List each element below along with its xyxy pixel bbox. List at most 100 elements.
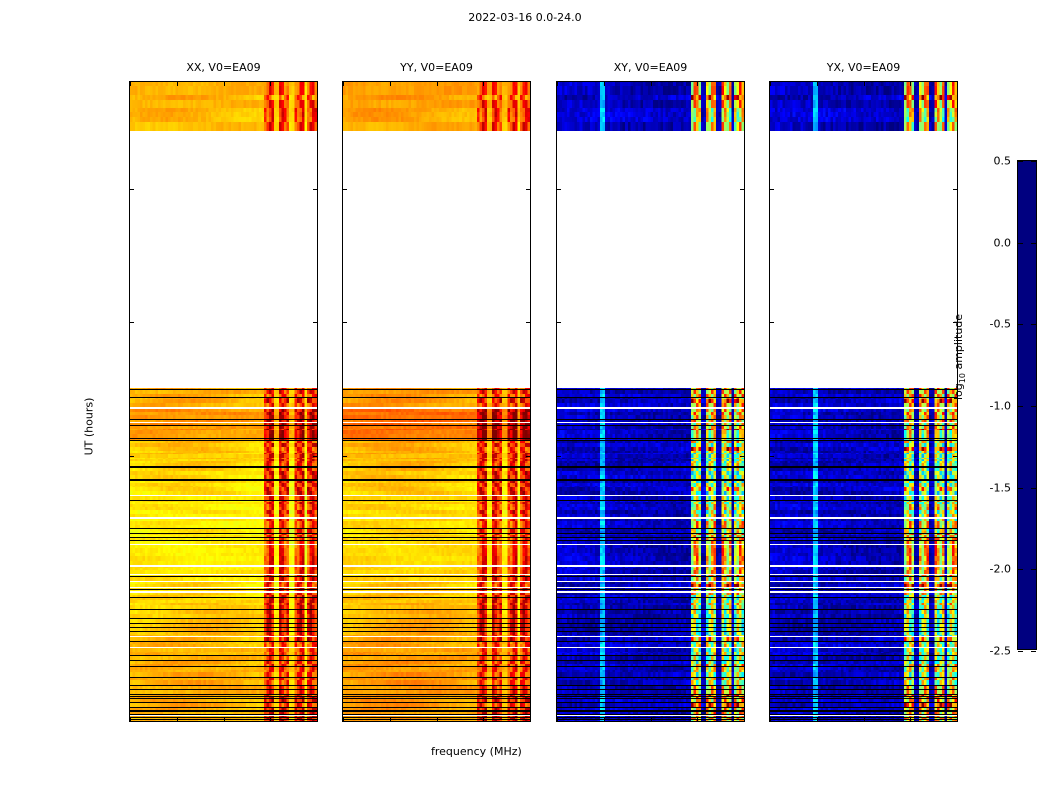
- heatmap-scan-row: [557, 409, 744, 412]
- heatmap-scan-row: [770, 459, 957, 461]
- heatmap-scan-row: [557, 525, 744, 528]
- heatmap-flagged-row: [770, 698, 957, 700]
- heatmap-flagged-row: [130, 641, 317, 642]
- x-axis-tick: [957, 82, 958, 86]
- heatmap-scan-row: [770, 715, 957, 718]
- heatmap-scan-row: [130, 544, 317, 549]
- colorbar-tick: [1031, 487, 1036, 489]
- panel-title-yx: YX, V0=EA09: [826, 61, 901, 74]
- heatmap-gap-row: [130, 586, 317, 589]
- heatmap-flagged-row: [343, 627, 530, 629]
- heatmap-scan-row: [130, 409, 317, 412]
- colorbar-tick: [1018, 161, 1023, 162]
- heatmap-scan-row: [130, 490, 317, 496]
- heatmap-scan-row: [343, 99, 530, 109]
- heatmap-scan-row: [770, 446, 957, 451]
- x-axis-tick: [483, 721, 484, 722]
- heatmap-flagged-row: [770, 527, 957, 529]
- heatmap-gap-row: [557, 495, 744, 497]
- heatmap-scan-row: [130, 664, 317, 666]
- heatmap-scan-row: [557, 403, 744, 407]
- y-axis-tick: [313, 455, 317, 457]
- heatmap-flagged-row: [343, 655, 530, 657]
- heatmap-flagged-row: [557, 419, 744, 420]
- heatmap-flagged-row: [130, 693, 317, 695]
- heatmap-scan-row: [130, 711, 317, 715]
- heatmap-scan-row: [130, 117, 317, 123]
- heatmap-scan-row: [770, 664, 957, 666]
- colorbar[interactable]: 0.5 0.0 -0.5 -1.0 -1.5 -2.0 -2.5: [990, 155, 1037, 658]
- x-axis-tick: [483, 82, 485, 86]
- heatmap-scan-row: [130, 614, 317, 618]
- heatmap-scan-row: [557, 702, 744, 708]
- heatmap-scan-row: [557, 419, 744, 423]
- x-axis-tick: [863, 717, 865, 721]
- heatmap-scan-row: [343, 397, 530, 399]
- heatmap-flagged-row: [770, 623, 957, 624]
- heatmap-scan-row: [130, 552, 317, 557]
- heatmap-scan-row: [130, 509, 317, 515]
- heatmap-scan-row: [770, 95, 957, 100]
- heatmap-scan-row: [557, 429, 744, 431]
- heatmap-scan-row: [130, 460, 317, 464]
- heatmap-scan-row: [130, 500, 317, 503]
- heatmap-scan-row: [343, 458, 530, 460]
- heatmap-scan-row: [343, 502, 530, 505]
- heatmap-scan-row: [130, 653, 317, 656]
- heatmap-gap-row: [557, 580, 744, 583]
- heatmap-scan-row: [557, 548, 744, 553]
- heatmap-scan-row: [343, 641, 530, 645]
- heatmap-scan-row: [343, 483, 530, 486]
- panel-title-xy: XY, V0=EA09: [613, 61, 688, 74]
- heatmap-gap-row: [343, 573, 530, 575]
- heatmap-scan-row: [770, 604, 957, 610]
- x-axis-tick: [770, 82, 771, 86]
- heatmap-flagged-row: [130, 707, 317, 709]
- x-axis-tick: [557, 721, 558, 722]
- heatmap-scan-row: [557, 389, 744, 394]
- heatmap-scan-row: [343, 537, 530, 541]
- heatmap-flagged-row: [343, 641, 530, 642]
- heatmap-scan-row: [770, 589, 957, 592]
- heatmap-flagged-row: [770, 596, 957, 598]
- heatmap-scan-row: [343, 664, 530, 666]
- heatmap-flagged-row: [130, 623, 317, 624]
- heatmap-flagged-row: [770, 702, 957, 703]
- x-axis-tick: [910, 717, 912, 721]
- heatmap-flagged-row: [343, 596, 530, 598]
- heatmap-scan-row: [130, 694, 317, 696]
- heatmap-scan-row: [557, 602, 744, 605]
- heatmap-gap-row: [770, 544, 957, 546]
- heatmap-scan-row: [770, 471, 957, 476]
- heatmap-scan-row: [343, 528, 530, 531]
- y-axis-tick: [770, 188, 774, 190]
- y-axis-tick: [557, 455, 561, 457]
- heatmap-flagged-row: [343, 499, 530, 501]
- heatmap-gap-row: [130, 406, 317, 410]
- y-axis-tick: [740, 589, 744, 591]
- heatmap-scan-row: [130, 651, 317, 654]
- heatmap-scan-row: [557, 452, 744, 454]
- panel-xx[interactable]: XX, V0=EA09 32033535036538005101520: [129, 61, 318, 722]
- y-axis-tick: [343, 322, 347, 324]
- panel-xy[interactable]: XY, V0=EA09 32033535036538005101520: [556, 61, 745, 722]
- panel-frame-xx: 32033535036538005101520: [129, 81, 318, 722]
- heatmap-scan-row: [557, 610, 744, 615]
- heatmap-scan-row: [557, 677, 744, 681]
- x-axis-tick: [770, 717, 771, 721]
- heatmap-flagged-row: [130, 575, 317, 577]
- x-axis-tick: [176, 717, 178, 721]
- y-axis-tick: [953, 455, 957, 457]
- panel-yy[interactable]: YY, V0=EA09 32033535036538005101520: [342, 61, 531, 722]
- heatmap-scan-row: [770, 504, 957, 507]
- heatmap-scan-row: [130, 487, 317, 491]
- heatmap-scan-row: [770, 600, 957, 603]
- heatmap-scan-row: [557, 600, 744, 603]
- heatmap-scan-row: [770, 666, 957, 670]
- heatmap-scan-row: [770, 651, 957, 654]
- heatmap-flagged-row: [343, 665, 530, 667]
- heatmap-scan-row: [130, 535, 317, 537]
- heatmap-scan-row: [557, 583, 744, 587]
- heatmap-gap-row: [557, 406, 744, 410]
- panel-yx[interactable]: YX, V0=EA09 32033535036538005101520: [769, 61, 958, 722]
